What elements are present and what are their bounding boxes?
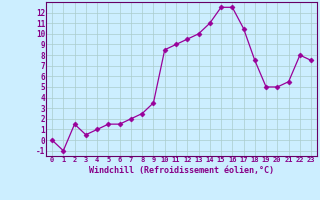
X-axis label: Windchill (Refroidissement éolien,°C): Windchill (Refroidissement éolien,°C) xyxy=(89,166,274,175)
